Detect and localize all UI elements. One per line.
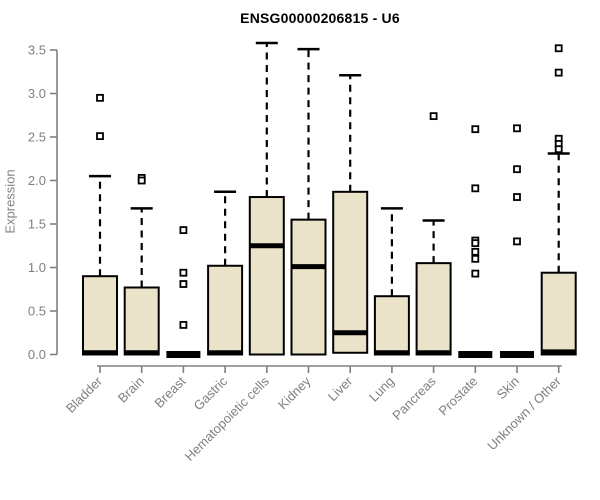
outlier-point <box>471 254 480 263</box>
outlier-point <box>513 237 521 246</box>
x-category-label: Kidney <box>275 373 314 412</box>
x-category-label: Brain <box>115 374 147 406</box>
x-category-label: Breast <box>151 373 188 410</box>
outlier-point <box>471 125 480 134</box>
box-iqr <box>415 262 452 356</box>
box-iqr <box>248 196 285 356</box>
x-category-label: Prostate <box>436 374 481 419</box>
outlier-point <box>471 239 480 248</box>
box-iqr <box>82 275 118 356</box>
flat-box <box>166 351 201 358</box>
box-iqr <box>207 264 244 356</box>
x-category-label: Skin <box>494 374 522 402</box>
outlier-point <box>513 124 521 133</box>
x-category-label: Pancreas <box>389 373 439 423</box>
y-tick-label: 3.0 <box>28 86 46 101</box>
y-tick-label: 0.0 <box>28 347 46 362</box>
y-tick-label: 3.5 <box>28 43 46 58</box>
outlier-point <box>471 184 480 193</box>
outlier-point <box>513 193 521 201</box>
x-category-label: Lung <box>366 374 397 405</box>
flat-box <box>500 351 534 358</box>
outlier-point <box>429 112 438 121</box>
y-tick-label: 1.0 <box>28 260 46 275</box>
outlier-point <box>179 268 188 277</box>
outlier-point <box>96 132 104 141</box>
y-tick-label: 2.5 <box>28 130 46 145</box>
flat-box <box>458 351 493 358</box>
outlier-point <box>137 176 146 185</box>
box-iqr <box>290 218 327 356</box>
x-category-label: Gastric <box>191 373 231 413</box>
chart-title: ENSG00000206815 - U6 <box>240 10 400 26</box>
outlier-point <box>179 226 188 234</box>
y-tick-label: 0.5 <box>28 304 46 319</box>
box-iqr <box>332 190 369 354</box>
y-axis-title: Expression <box>2 169 18 234</box>
outlier-point <box>179 321 188 329</box>
outlier-point <box>179 280 188 288</box>
outlier-point <box>554 145 563 154</box>
outlier-point <box>96 93 104 102</box>
outlier-point <box>471 269 480 278</box>
box-iqr <box>540 271 577 356</box>
y-tick-label: 2.0 <box>28 173 46 188</box>
box-iqr <box>123 286 160 356</box>
outlier-point <box>471 247 480 256</box>
y-tick-label: 1.5 <box>28 217 46 232</box>
outlier-point <box>513 165 521 174</box>
box-iqr <box>373 295 410 356</box>
outlier-point <box>554 68 563 77</box>
x-category-label: Bladder <box>63 373 106 416</box>
outlier-point <box>554 44 563 53</box>
x-category-label: Liver <box>325 373 356 404</box>
x-category-label: Unknown / Other <box>484 373 564 453</box>
